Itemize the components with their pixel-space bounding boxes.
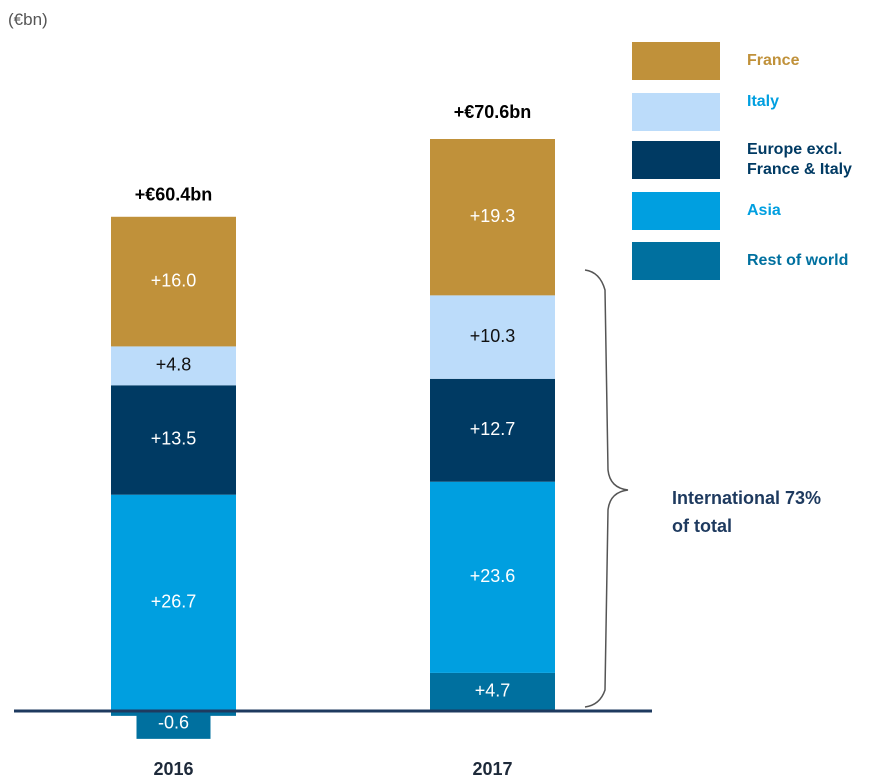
bar-segment <box>430 672 555 711</box>
value-label: +12.7 <box>470 419 516 439</box>
legend-swatch <box>632 42 720 80</box>
value-label: +16.0 <box>151 270 197 290</box>
bar-segment <box>111 385 236 495</box>
value-label: +10.3 <box>470 326 516 346</box>
bracket <box>584 269 629 708</box>
legend-swatch <box>632 242 720 280</box>
value-label: +26.7 <box>151 592 197 612</box>
bar-segment <box>430 295 555 379</box>
legend-label: Italy <box>747 93 780 110</box>
value-label: +4.8 <box>156 355 192 375</box>
legend-label: Rest of world <box>747 252 849 269</box>
x-tick-label: 2017 <box>472 759 512 779</box>
annotation: International 73% of total <box>672 488 822 536</box>
legend-label: France <box>747 52 800 69</box>
legend-swatch <box>632 192 720 230</box>
bar-segment <box>430 481 555 673</box>
value-label: -0.6 <box>158 713 189 733</box>
bar-segment <box>111 494 236 711</box>
value-label: +13.5 <box>151 429 197 449</box>
legend-label: Europe excl. France & Italy <box>747 141 852 178</box>
legend-swatch <box>632 141 720 179</box>
bar-segment <box>430 378 555 482</box>
total-label: +€70.6bn <box>454 102 532 122</box>
value-label: +19.3 <box>470 206 516 226</box>
value-label: +4.7 <box>475 681 511 701</box>
bar-segment <box>111 216 236 347</box>
bar-segment <box>111 346 236 386</box>
legend-swatch <box>632 93 720 131</box>
x-tick-label: 2016 <box>153 759 193 779</box>
value-label: +23.6 <box>470 566 516 586</box>
value-label-box <box>136 708 211 739</box>
total-label: +€60.4bn <box>135 184 213 204</box>
bar-segment <box>430 139 555 296</box>
legend-label: Asia <box>747 202 781 219</box>
unit-label: (€bn) <box>8 10 48 29</box>
